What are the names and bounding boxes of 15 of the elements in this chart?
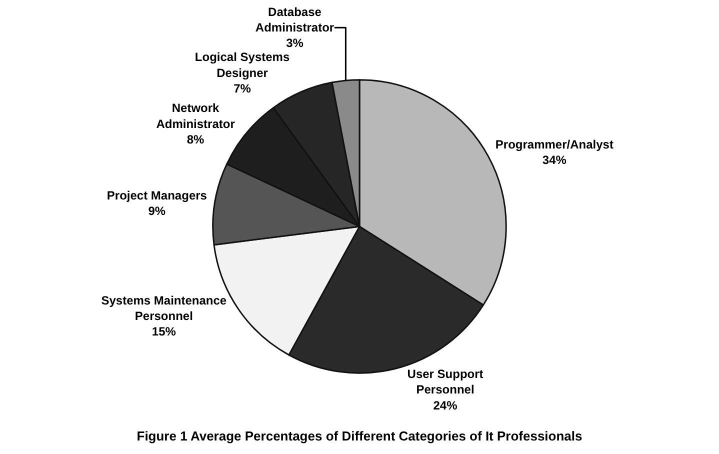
data-label: 7%: [234, 81, 252, 96]
data-label: 24%: [433, 398, 458, 412]
data-label: 3%: [286, 36, 304, 50]
data-label: 8%: [186, 132, 205, 146]
data-label: 9%: [148, 204, 166, 218]
slice-label: Network Administrator: [156, 101, 236, 131]
slice-label: Database Administrator: [255, 5, 334, 35]
slice-label: Programmer/Analyst: [495, 138, 614, 152]
text: Figure 1 Average Percentages of Different Categories of It Professionals: [136, 428, 582, 444]
slice-label: Systems Maintenance Personnel: [101, 293, 227, 324]
data-label: 15%: [152, 324, 176, 339]
slice-label: User Support Personnel: [407, 367, 484, 397]
slice-label: Logical Systems Designer: [194, 50, 290, 80]
slice-label: Project Managers: [106, 188, 208, 202]
data-label: 34%: [542, 153, 567, 168]
